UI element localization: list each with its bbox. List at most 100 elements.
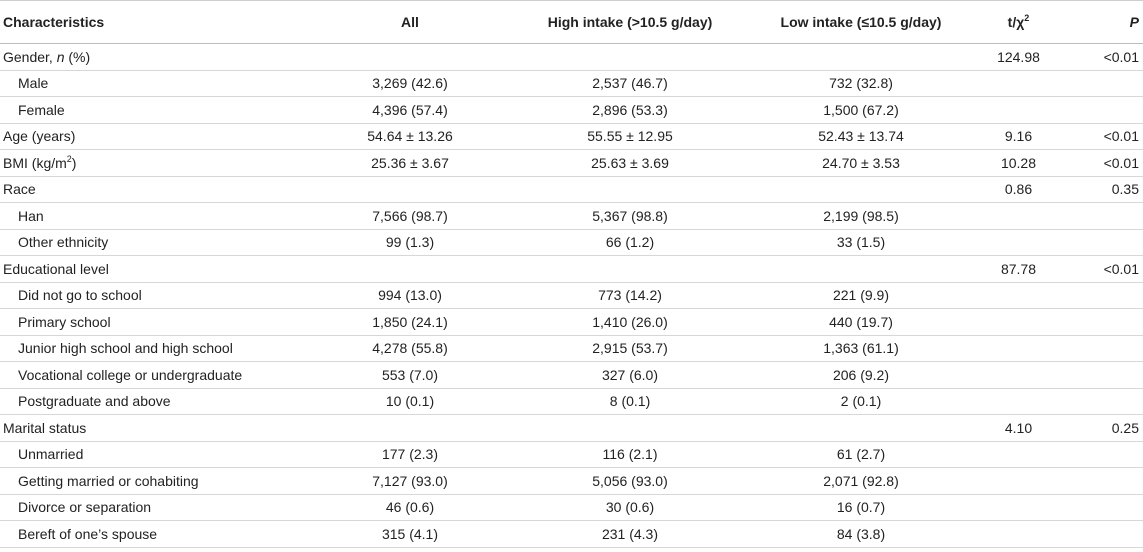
statistic-superscript: 2 [1024, 13, 1030, 23]
cell-p-value: 0.35 [1067, 176, 1143, 203]
row-label: Unmarried [0, 441, 312, 468]
cell-statistic [970, 202, 1067, 230]
table-row: Other ethnicity 99 (1.3) 66 (1.2) 33 (1.… [0, 229, 1143, 256]
cell-low-intake: 2 (0.1) [752, 388, 970, 415]
table-row: Race 0.86 0.35 [0, 176, 1143, 203]
cell-low-intake: 33 (1.5) [752, 229, 970, 256]
cell-all [312, 414, 508, 442]
row-label: Han [0, 202, 312, 230]
cell-all: 553 (7.0) [312, 361, 508, 389]
row-label: Gender, n (%) [0, 43, 312, 71]
row-label: Educational level [0, 255, 312, 283]
cell-all: 99 (1.3) [312, 229, 508, 256]
cell-p-value [1067, 467, 1143, 495]
cell-low-intake: 61 (2.7) [752, 441, 970, 468]
row-label-superscript: 2 [66, 153, 72, 164]
cell-low-intake [752, 414, 970, 442]
table-row: Marital status 4.10 0.25 [0, 414, 1143, 442]
cell-low-intake: 84 (3.8) [752, 520, 970, 548]
table-row: Gender, n (%) 124.98 <0.01 [0, 43, 1143, 71]
cell-low-intake: 221 (9.9) [752, 282, 970, 309]
cell-p-value: <0.01 [1067, 149, 1143, 177]
row-label: Bereft of one’s spouse [0, 520, 312, 548]
row-label: Race [0, 176, 312, 203]
cell-p-value: <0.01 [1067, 123, 1143, 150]
row-label: BMI (kg/m2) [0, 149, 312, 177]
cell-all: 25.36 ± 3.67 [312, 149, 508, 177]
cell-all: 54.64 ± 13.26 [312, 123, 508, 150]
cell-high-intake: 5,367 (98.8) [508, 202, 752, 230]
cell-high-intake: 55.55 ± 12.95 [508, 123, 752, 150]
col-header-statistic: t/χ2 [970, 0, 1067, 44]
cell-all: 4,278 (55.8) [312, 335, 508, 362]
cell-all: 7,127 (93.0) [312, 467, 508, 495]
cell-statistic [970, 96, 1067, 124]
cell-low-intake: 52.43 ± 13.74 [752, 123, 970, 150]
table-row: Age (years) 54.64 ± 13.26 55.55 ± 12.95 … [0, 123, 1143, 150]
cell-statistic: 9.16 [970, 123, 1067, 150]
table-row: Junior high school and high school 4,278… [0, 335, 1143, 362]
cell-statistic [970, 361, 1067, 389]
table-header: Characteristics All High intake (>10.5 g… [0, 0, 1143, 44]
row-label: Vocational college or undergraduate [0, 361, 312, 389]
row-label: Female [0, 96, 312, 124]
cell-high-intake: 5,056 (93.0) [508, 467, 752, 495]
table-row: Vocational college or undergraduate 553 … [0, 361, 1143, 389]
cell-p-value [1067, 202, 1143, 230]
cell-all: 3,269 (42.6) [312, 70, 508, 97]
table-row: Getting married or cohabiting 7,127 (93.… [0, 467, 1143, 495]
cell-high-intake [508, 176, 752, 203]
cell-low-intake: 1,500 (67.2) [752, 96, 970, 124]
cell-low-intake [752, 176, 970, 203]
cell-statistic [970, 282, 1067, 309]
cell-p-value [1067, 335, 1143, 362]
row-label-tail: (%) [64, 48, 91, 65]
table-row: Female 4,396 (57.4) 2,896 (53.3) 1,500 (… [0, 96, 1143, 124]
cell-p-value [1067, 282, 1143, 309]
cell-all [312, 43, 508, 71]
table-row: Primary school 1,850 (24.1) 1,410 (26.0)… [0, 308, 1143, 336]
cell-high-intake: 2,537 (46.7) [508, 70, 752, 97]
cell-statistic [970, 441, 1067, 468]
table-row: Male 3,269 (42.6) 2,537 (46.7) 732 (32.8… [0, 70, 1143, 97]
cell-statistic: 10.28 [970, 149, 1067, 177]
table-row: Divorce or separation 46 (0.6) 30 (0.6) … [0, 494, 1143, 521]
cell-p-value: 0.25 [1067, 414, 1143, 442]
cell-high-intake: 231 (4.3) [508, 520, 752, 548]
cell-low-intake: 24.70 ± 3.53 [752, 149, 970, 177]
cell-all: 4,396 (57.4) [312, 96, 508, 124]
cell-statistic [970, 308, 1067, 336]
table-row: Han 7,566 (98.7) 5,367 (98.8) 2,199 (98.… [0, 202, 1143, 230]
cell-statistic [970, 467, 1067, 495]
cell-high-intake: 116 (2.1) [508, 441, 752, 468]
cell-p-value [1067, 308, 1143, 336]
col-header-characteristics: Characteristics [0, 0, 312, 44]
table-row: Postgraduate and above 10 (0.1) 8 (0.1) … [0, 388, 1143, 415]
row-label: Did not go to school [0, 282, 312, 309]
row-label: Primary school [0, 308, 312, 336]
cell-high-intake [508, 255, 752, 283]
col-header-p-value: P [1067, 0, 1143, 44]
row-label: Junior high school and high school [0, 335, 312, 362]
cell-high-intake: 2,915 (53.7) [508, 335, 752, 362]
cell-p-value [1067, 229, 1143, 256]
cell-low-intake: 2,071 (92.8) [752, 467, 970, 495]
cell-p-value [1067, 96, 1143, 124]
cell-low-intake: 206 (9.2) [752, 361, 970, 389]
cell-low-intake [752, 255, 970, 283]
cell-all: 177 (2.3) [312, 441, 508, 468]
cell-p-value [1067, 70, 1143, 97]
cell-statistic [970, 494, 1067, 521]
cell-p-value [1067, 441, 1143, 468]
cell-statistic: 4.10 [970, 414, 1067, 442]
cell-statistic [970, 229, 1067, 256]
cell-high-intake: 25.63 ± 3.69 [508, 149, 752, 177]
row-label: Postgraduate and above [0, 388, 312, 415]
row-label: Marital status [0, 414, 312, 442]
cell-high-intake: 327 (6.0) [508, 361, 752, 389]
cell-p-value [1067, 494, 1143, 521]
cell-p-value: <0.01 [1067, 255, 1143, 283]
col-header-all: All [312, 0, 508, 44]
cell-low-intake: 2,199 (98.5) [752, 202, 970, 230]
cell-statistic [970, 388, 1067, 415]
